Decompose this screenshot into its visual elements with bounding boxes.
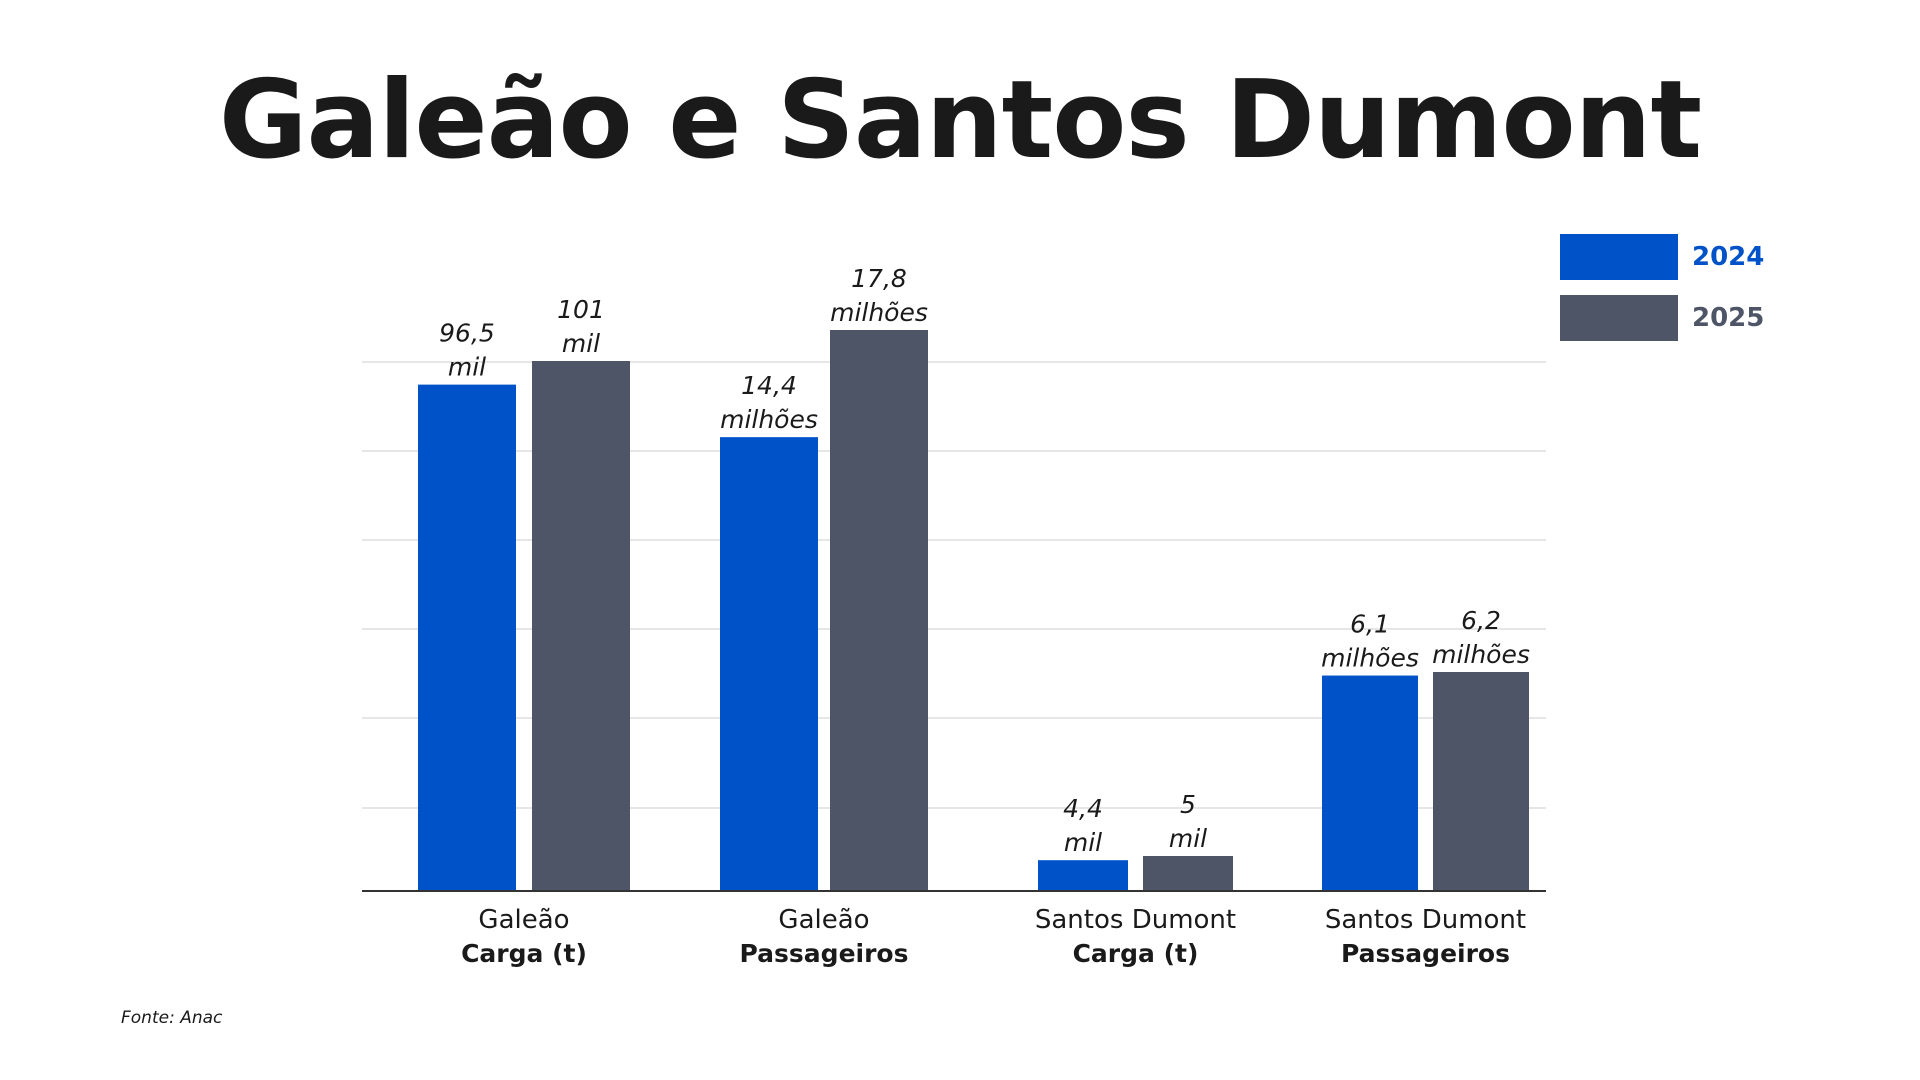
bar-2024-2: [1038, 860, 1128, 891]
legend-swatch-2024: [1560, 234, 1678, 280]
source-note: Fonte: Anac: [121, 1008, 223, 1028]
data-label-value: 96,5: [439, 319, 495, 348]
data-label-value: 101: [557, 295, 605, 324]
data-labels: 96,5 mil 101 mil 14,4 milhões 17,8 milhões 4,4 mi…: [439, 264, 1530, 857]
data-label-value: 5: [1180, 790, 1196, 819]
bar-2025-1: [830, 330, 928, 891]
data-label-unit: mil: [1064, 828, 1102, 857]
page-title: Galeão e Santos Dumont: [218, 58, 1702, 183]
data-label-unit: milhões: [830, 298, 928, 327]
category-label: Santos Dumont: [1325, 905, 1526, 935]
bar-2024-3: [1322, 675, 1418, 891]
bar-2025-2: [1143, 856, 1233, 891]
data-label-unit: milhões: [720, 405, 818, 434]
legend-label-2024: 2024: [1692, 242, 1765, 272]
legend: 2024 2025: [1560, 234, 1764, 356]
data-label-value: 6,2: [1461, 606, 1501, 635]
category-label: Galeão: [478, 905, 569, 935]
category-sublabel: Passageiros: [740, 939, 909, 968]
bar-2025-0: [532, 361, 630, 891]
bar-2025-3: [1433, 672, 1529, 891]
category-labels: Galeão Carga (t) Galeão Passageiros Santos D…: [461, 905, 1526, 968]
legend-label-2025: 2025: [1692, 303, 1765, 333]
legend-swatch-2025: [1560, 295, 1678, 341]
bars: [418, 330, 1529, 891]
bar-2024-1: [720, 437, 818, 891]
category-sublabel: Passageiros: [1341, 939, 1510, 968]
data-label-value: 6,1: [1350, 610, 1390, 639]
data-label-value: 4,4: [1063, 794, 1103, 823]
category-sublabel: Carga (t): [461, 939, 587, 968]
category-label: Santos Dumont: [1035, 905, 1236, 935]
bar-2024-0: [418, 384, 516, 891]
data-label-unit: milhões: [1432, 640, 1530, 669]
data-label-value: 17,8: [851, 264, 907, 293]
data-label-value: 14,4: [741, 371, 797, 400]
data-label-unit: mil: [1169, 824, 1207, 853]
legend-item-2025: 2025: [1560, 295, 1764, 341]
data-label-unit: mil: [448, 353, 486, 382]
category-label: Galeão: [778, 905, 869, 935]
data-label-unit: milhões: [1321, 644, 1419, 673]
data-label-unit: mil: [562, 329, 600, 358]
legend-item-2024: 2024: [1560, 234, 1764, 280]
category-sublabel: Carga (t): [1073, 939, 1199, 968]
